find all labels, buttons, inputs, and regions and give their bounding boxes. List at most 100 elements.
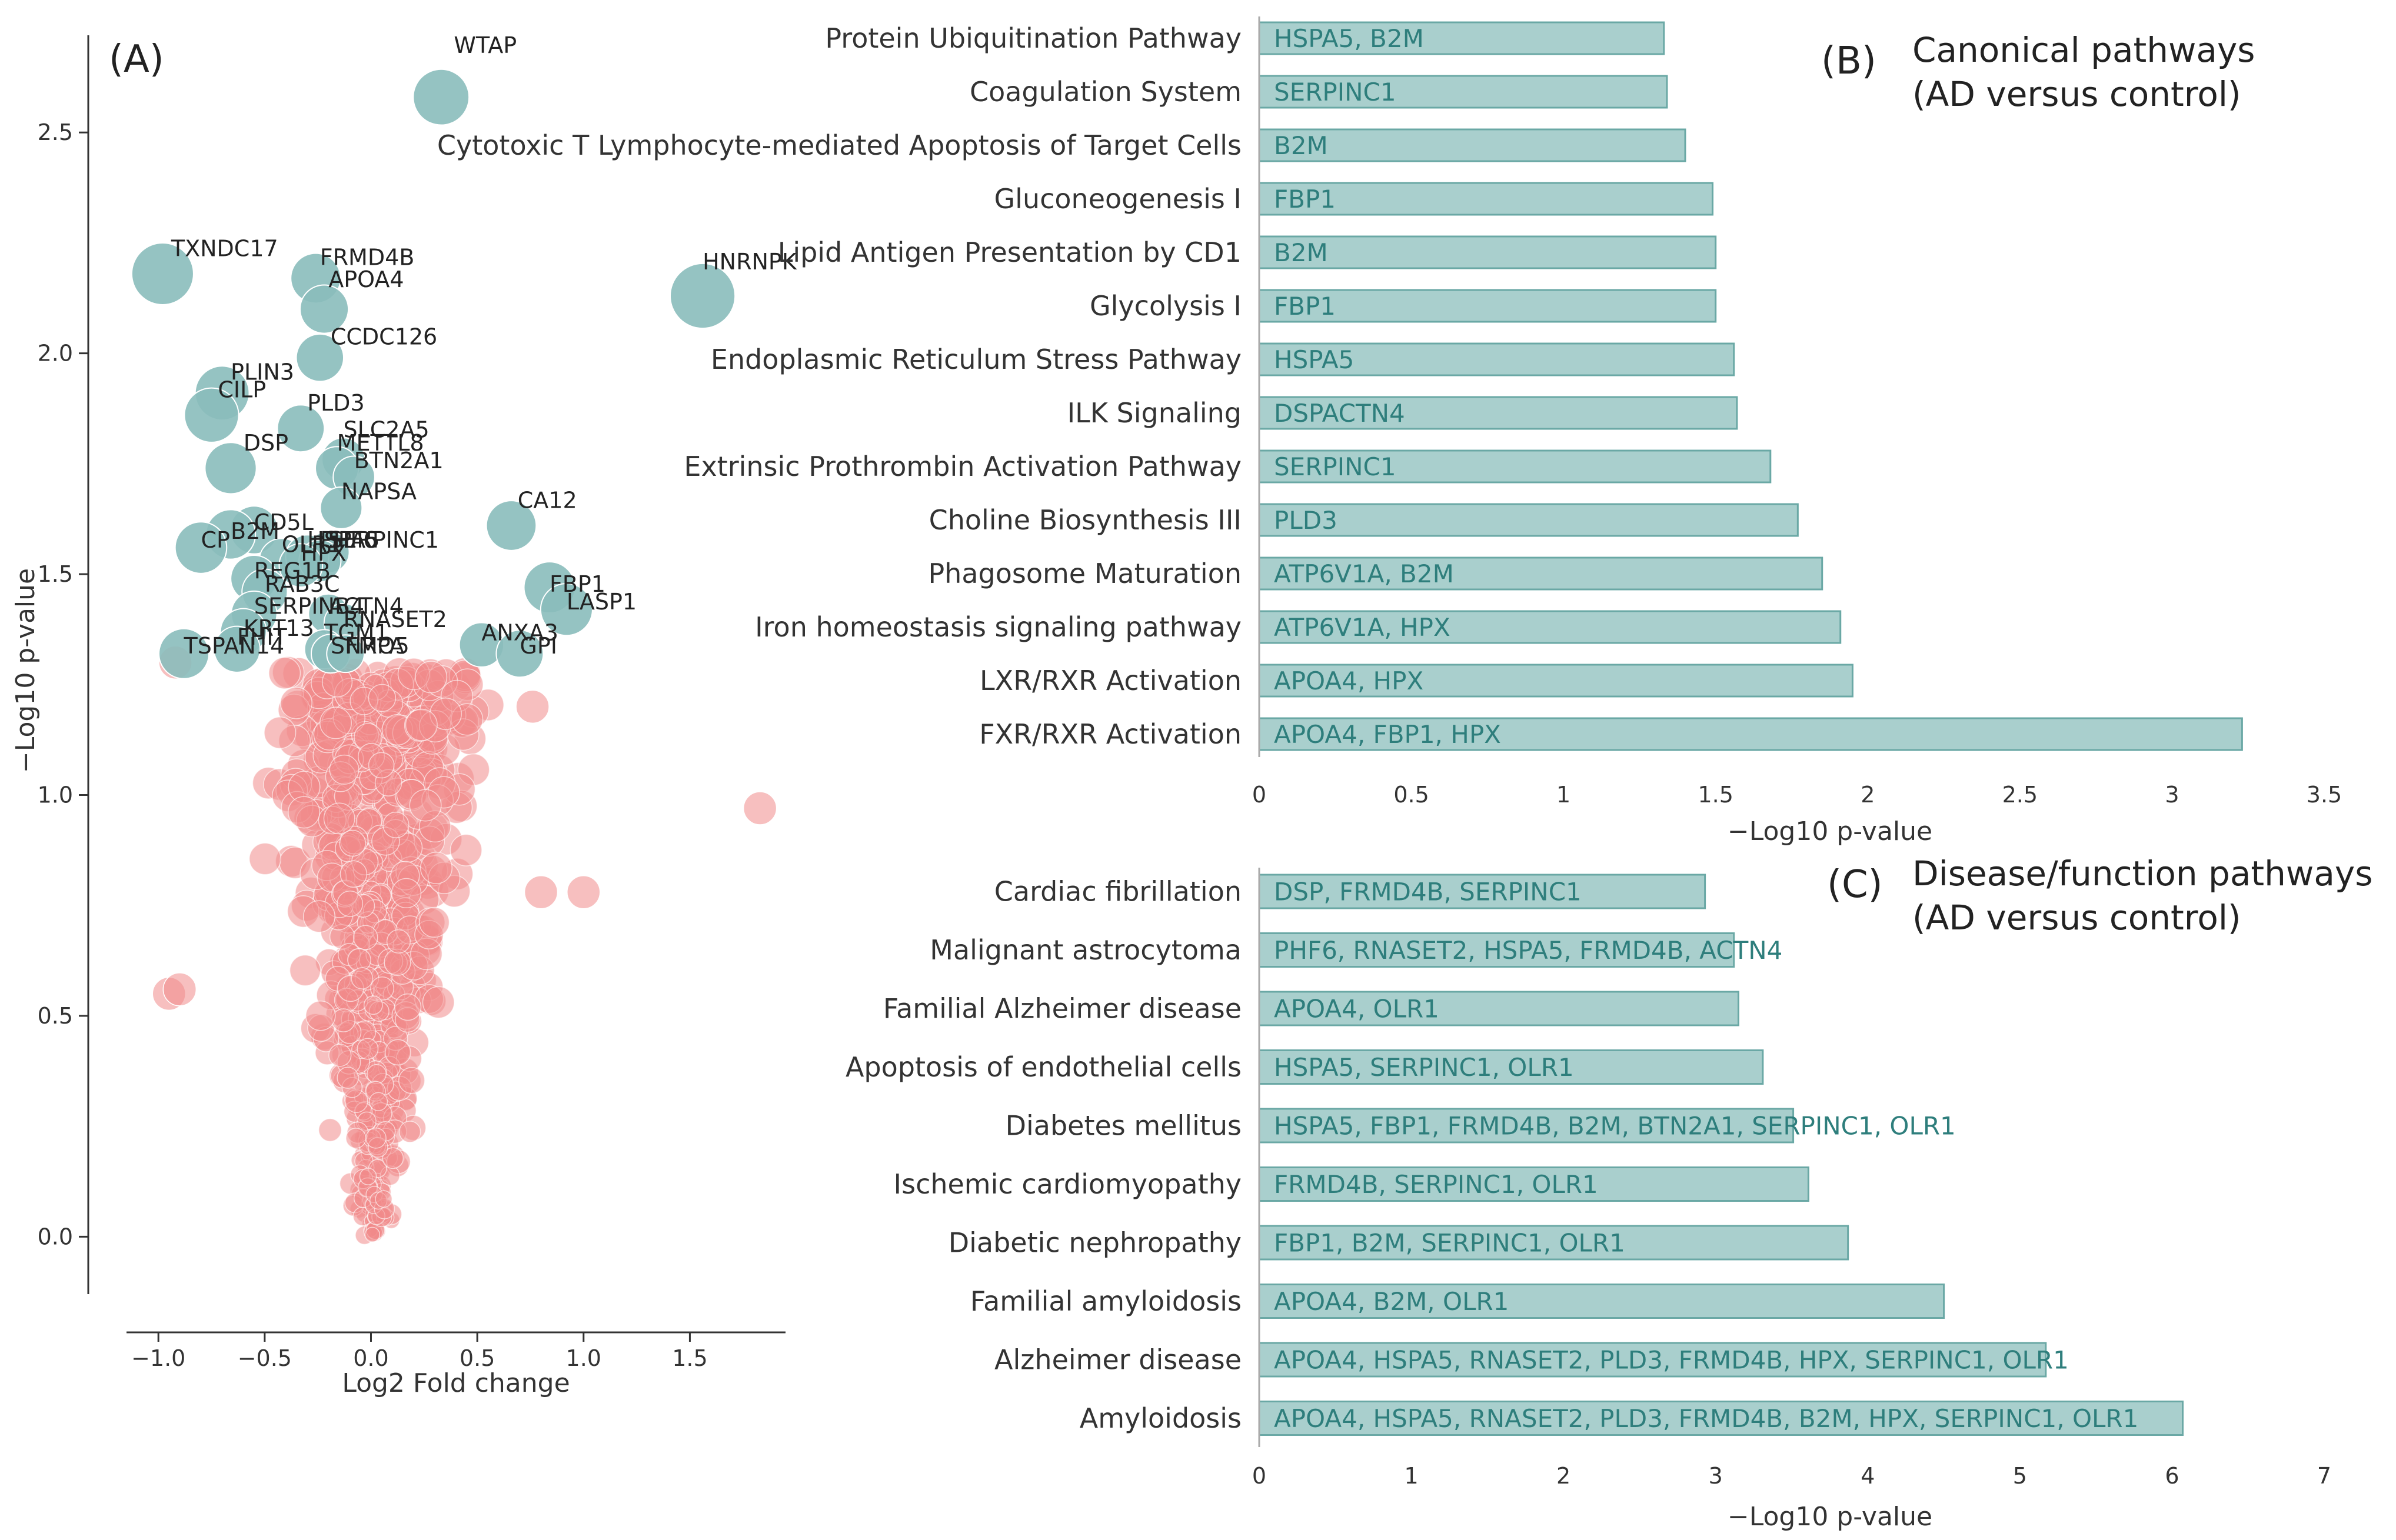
gene-list: HSPA5, SERPINC1, OLR1 (1274, 1053, 1574, 1082)
pathway-bar (1258, 610, 1842, 644)
gene-list: B2M (1274, 131, 1328, 160)
panel-label-b: (B) (1821, 39, 1876, 83)
x-tick-label: 3 (2165, 782, 2179, 808)
gene-list: HSPA5 (1274, 345, 1354, 374)
y-tick-label: 1.5 (38, 561, 73, 587)
x-tick-label: 1 (1404, 1463, 1418, 1489)
pathway-bar (1258, 342, 1735, 376)
gene-label: CD5L (254, 509, 314, 535)
significant-point (204, 442, 257, 495)
nonsignificant-point (420, 851, 452, 884)
significant-point (485, 500, 537, 551)
gene-list: B2M (1274, 238, 1328, 267)
pathway-row: LXR/RXR Activation APOA4, HPX (980, 664, 1853, 698)
pathway-bar (1258, 717, 2243, 751)
gene-label: FRMD4B (320, 244, 415, 270)
pathway-bars: Cardiac fibrillation DSP, FRMD4B, SERPINC… (846, 874, 2184, 1436)
pathway-name: Ischemic cardiomyopathy (894, 1168, 1242, 1200)
canonical-pathways-chart: Protein Ubiquitination Pathway HSPA5, B2M… (437, 16, 2342, 846)
significant-point (295, 333, 345, 382)
pathway-bar (1258, 1401, 2184, 1436)
significant-point (412, 68, 470, 126)
gene-label: KRT13 (244, 615, 314, 641)
nonsignificant-point (368, 752, 395, 779)
panel-label-c: (C) (1827, 863, 1883, 906)
x-tick-label: 0 (1252, 782, 1266, 808)
nonsignificant-point (743, 791, 777, 825)
x-tick-label: −1.0 (131, 1345, 185, 1371)
pathway-row: Gluconeogenesis I FBP1 (994, 182, 1714, 216)
gene-list: FRMD4B, SERPINC1, OLR1 (1274, 1170, 1598, 1199)
pathway-name: Apoptosis of endothelial cells (846, 1051, 1242, 1083)
gene-label: NAPSA (341, 478, 417, 504)
nonsignificant-point (339, 829, 366, 857)
x-tick-label: 3 (1709, 1463, 1723, 1489)
significant-point (278, 543, 324, 588)
pathway-row: Diabetes mellitus HSPA5, FBP1, FRMD4B, B2… (1006, 1108, 1956, 1144)
gene-label: LASP1 (567, 589, 637, 615)
nonsignificant-point (363, 995, 383, 1015)
nonsignificant-point (398, 1066, 425, 1094)
gene-list: HSPA5, FBP1, FRMD4B, B2M, BTN2A1, SERPIN… (1274, 1112, 1956, 1141)
gene-label: OLR1 (282, 532, 342, 558)
nonsignificant-point (319, 706, 352, 739)
pathway-name: Extrinsic Prothrombin Activation Pathway (684, 451, 1242, 482)
pathway-row: Cytotoxic T Lymphocyte-mediated Apoptosi… (437, 128, 1686, 162)
nonsignificant-point (364, 1226, 381, 1243)
significant-point (540, 583, 593, 636)
x-axis-ticks: −1.0 −0.5 0.0 0.5 1.0 1.5 (131, 1332, 708, 1371)
pathway-row: Glycolysis I FBP1 (1090, 289, 1717, 323)
nonsignificant-point (394, 993, 422, 1021)
nonsignificant-point (289, 954, 321, 986)
gene-list: APOA4, OLR1 (1274, 995, 1439, 1024)
nonsignificant-point (268, 656, 301, 689)
gene-label: REG1B (254, 558, 331, 584)
gene-label: HSPA5 (307, 527, 380, 553)
nonsignificant-point (359, 1168, 377, 1185)
gene-list: APOA4, HSPA5, RNASET2, PLD3, FRMD4B, B2M… (1274, 1404, 2138, 1433)
nonsignificant-point (382, 811, 410, 839)
pathway-name: Cytotoxic T Lymphocyte-mediated Apoptosi… (437, 129, 1242, 161)
gene-label: CCDC126 (331, 324, 437, 350)
significant-point (326, 634, 365, 674)
nonsignificant-point (329, 754, 360, 785)
gene-label: CP (201, 527, 229, 553)
nonsignificant-point (375, 1190, 393, 1208)
gene-label: SLC2A5 (344, 416, 430, 442)
nonsignificant-point (352, 925, 378, 951)
nonsignificant-point (302, 900, 335, 933)
gene-label: PHF6 (320, 527, 378, 553)
y-tick-label: 0.5 (38, 1003, 73, 1029)
significant-points (131, 68, 736, 679)
gene-label: APOA4 (328, 266, 404, 292)
nonsignificant-point (365, 1127, 387, 1149)
pathway-name: FXR/RXR Activation (979, 718, 1242, 750)
pathway-bar (1258, 556, 1823, 591)
pathway-row: ILK Signaling DSPACTN4 (1067, 396, 1738, 430)
x-tick-label: 1 (1556, 782, 1570, 808)
pathway-name: Protein Ubiquitination Pathway (825, 22, 1242, 54)
gene-list: APOA4, B2M, OLR1 (1274, 1287, 1509, 1316)
pathway-bar (1258, 182, 1714, 216)
pathway-row: Choline Biosynthesis III PLD3 (929, 503, 1799, 537)
gene-label: ANXA3 (481, 620, 558, 646)
pathway-bar (1258, 21, 1665, 55)
y-tick-label: 1.0 (38, 782, 73, 808)
pathway-row: Lipid Antigen Presentation by CD1 B2M (778, 235, 1717, 269)
gene-label: CILP (218, 377, 266, 403)
nonsignificant-point (249, 842, 282, 875)
nonsignificant-point (368, 684, 397, 712)
gene-list: PLD3 (1274, 506, 1337, 535)
nonsignificant-point (384, 1039, 411, 1066)
nonsignificant-point (450, 834, 482, 866)
nonsignificant-point (524, 875, 558, 909)
pathway-name: Glycolysis I (1090, 290, 1242, 322)
significant-point (299, 284, 350, 334)
y-tick-label: 2.5 (38, 119, 73, 145)
pathway-row: Extrinsic Prothrombin Activation Pathway… (684, 449, 1772, 484)
panel-label-a: (A) (109, 38, 164, 81)
nonsignificant-point (331, 1008, 356, 1032)
gene-list: DSPACTN4 (1274, 399, 1405, 428)
pathway-name: Choline Biosynthesis III (929, 504, 1242, 536)
